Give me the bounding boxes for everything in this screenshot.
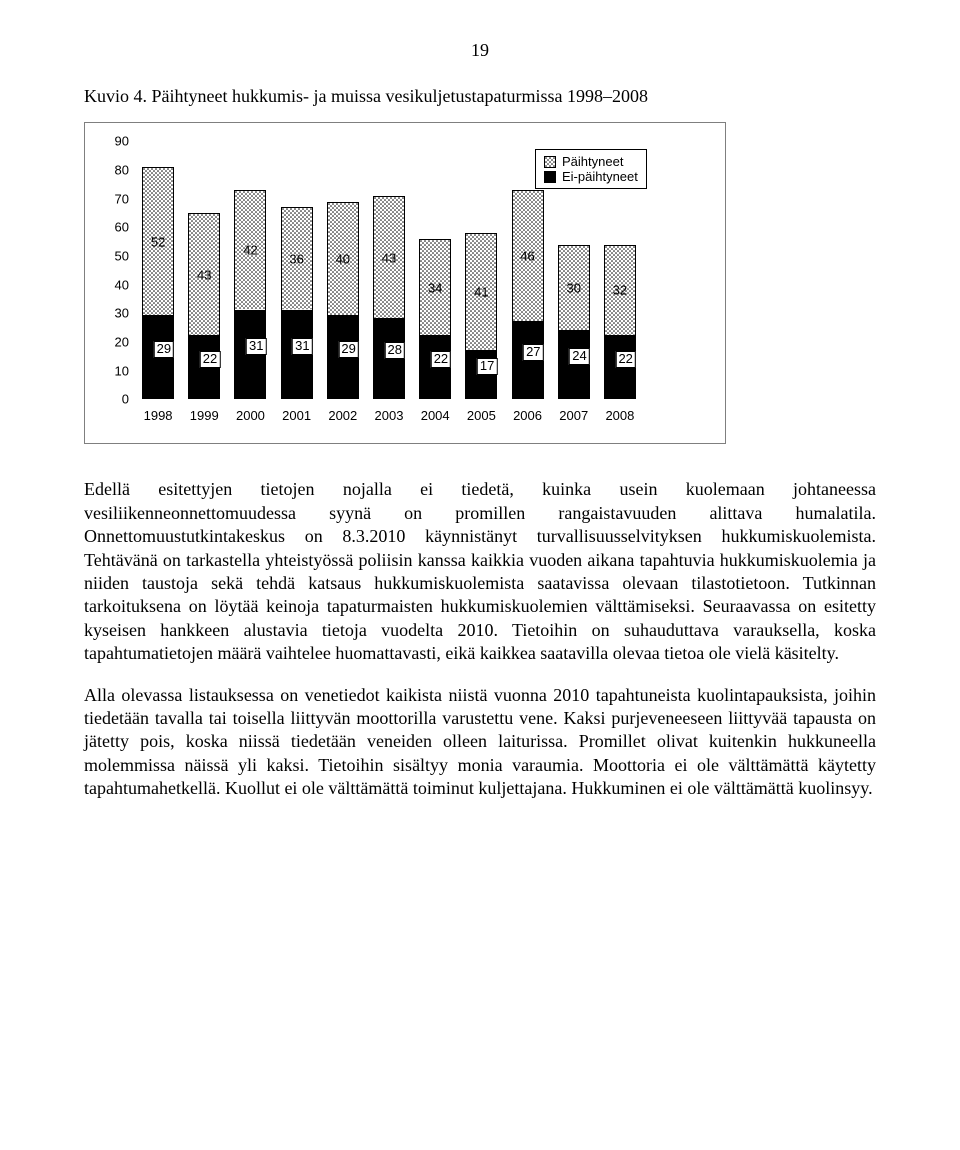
y-tick: 60: [85, 220, 135, 235]
bar-bottom-label: 22: [419, 359, 451, 376]
bar-top-label: 52: [142, 234, 174, 249]
y-tick: 30: [85, 306, 135, 321]
legend-top-label: Päihtyneet: [562, 154, 623, 169]
bar-top-label: 30: [558, 280, 590, 295]
y-tick: 40: [85, 277, 135, 292]
bar-bottom-label: 24: [558, 357, 590, 374]
bar-bottom-label: 28: [373, 351, 405, 368]
bar-bottom-label: 31: [281, 347, 313, 364]
bar-bottom-label: 22: [604, 359, 636, 376]
y-tick: 90: [85, 134, 135, 149]
bar-top-label: 43: [188, 267, 220, 282]
x-tick: 2003: [375, 408, 404, 423]
legend-item-bottom: Ei-päihtyneet: [544, 169, 638, 184]
bar-bottom-label: 27: [512, 352, 544, 369]
legend-swatch-bottom: [544, 171, 556, 183]
y-tick: 70: [85, 191, 135, 206]
bar-bottom-label: 17: [465, 367, 497, 384]
chart-container: 0 10 20 30 40 50 60 70 80 90 29 52 22 43 31 42 31 36 29 40…: [84, 122, 726, 444]
page-number: 19: [84, 40, 876, 61]
y-tick: 50: [85, 249, 135, 264]
x-tick: 2001: [282, 408, 311, 423]
paragraph-1: Edellä esitettyjen tietojen nojalla ei t…: [84, 478, 876, 665]
x-tick: 2005: [467, 408, 496, 423]
y-tick: 20: [85, 335, 135, 350]
bar-top-label: 46: [512, 249, 544, 264]
x-tick: 2007: [559, 408, 588, 423]
x-tick: 1999: [190, 408, 219, 423]
x-tick: 2002: [328, 408, 357, 423]
chart-legend: Päihtyneet Ei-päihtyneet: [535, 149, 647, 189]
legend-item-top: Päihtyneet: [544, 154, 638, 169]
bar-top-label: 34: [419, 280, 451, 295]
x-tick: 2000: [236, 408, 265, 423]
figure-caption: Kuvio 4. Päihtyneet hukkumis- ja muissa …: [84, 85, 876, 108]
bar-top-label: 40: [327, 251, 359, 266]
x-tick: 2008: [605, 408, 634, 423]
paragraph-2: Alla olevassa listauksessa on venetiedot…: [84, 684, 876, 801]
x-tick: 1998: [144, 408, 173, 423]
legend-swatch-top: [544, 156, 556, 168]
body-text: Edellä esitettyjen tietojen nojalla ei t…: [84, 478, 876, 800]
legend-bottom-label: Ei-päihtyneet: [562, 169, 638, 184]
bar-bottom-label: 29: [142, 349, 174, 366]
bar-top-label: 41: [465, 284, 497, 299]
bar-bottom-label: 22: [188, 359, 220, 376]
bar-top-label: 36: [281, 251, 313, 266]
bar-bottom-label: 31: [234, 347, 266, 364]
bar-top-label: 42: [234, 243, 266, 258]
bar-top-label: 32: [604, 283, 636, 298]
x-tick: 2004: [421, 408, 450, 423]
x-tick: 2006: [513, 408, 542, 423]
y-tick: 10: [85, 363, 135, 378]
bar-top-label: 43: [373, 250, 405, 265]
y-tick: 80: [85, 163, 135, 178]
bar-bottom-label: 29: [327, 349, 359, 366]
y-tick: 0: [85, 392, 135, 407]
